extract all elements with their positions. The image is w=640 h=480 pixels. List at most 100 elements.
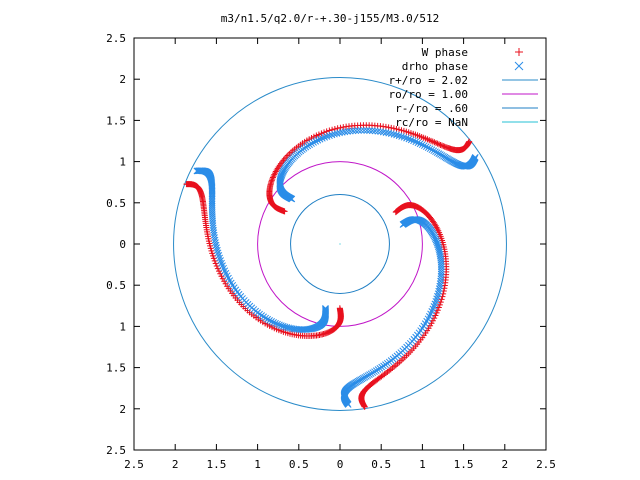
data-point — [326, 132, 333, 140]
data-point — [269, 175, 276, 182]
data-point — [395, 132, 403, 140]
data-point — [466, 138, 473, 145]
data-point — [438, 296, 445, 303]
data-point — [314, 136, 322, 144]
data-point — [318, 130, 325, 137]
data-point — [416, 140, 424, 148]
data-point — [435, 285, 443, 292]
data-point — [344, 128, 351, 135]
y-tick-label: 2.5 — [106, 32, 126, 45]
data-point — [437, 141, 444, 148]
data-point — [323, 133, 331, 140]
data-point — [312, 137, 320, 145]
data-point — [432, 148, 439, 156]
x-tick-label: 0.5 — [289, 458, 309, 471]
y-tick-label: 0.5 — [106, 279, 126, 292]
axes: 2.5 2 1.5 1 0.5 0 0.5 1 1.5 2 2.52.521.510.500.511… — [106, 32, 556, 471]
legend-label: r+/ro = 2.02 — [389, 74, 468, 87]
data-point — [361, 403, 368, 410]
legend-marker — [515, 48, 523, 56]
y-tick-label: 1.5 — [106, 362, 126, 375]
data-point — [333, 130, 341, 137]
data-point — [440, 143, 447, 150]
data-point — [363, 127, 371, 134]
data-point — [432, 312, 439, 319]
data-point — [436, 282, 444, 290]
data-point — [279, 322, 287, 330]
data-point — [436, 301, 443, 308]
y-tick-label: 1.5 — [106, 114, 126, 127]
data-point — [426, 145, 434, 153]
data-point — [471, 153, 479, 161]
data-point — [349, 127, 357, 135]
x-tick-label: 1.5 — [454, 458, 474, 471]
legend-marker — [514, 61, 524, 71]
data-point — [431, 315, 438, 322]
phase-spiral — [358, 202, 450, 410]
data-point — [437, 299, 444, 306]
data-point — [319, 134, 326, 142]
y-tick-label: 2 — [119, 73, 126, 86]
x-tick-label: 0.5 — [371, 458, 391, 471]
legend-label: drho phase — [402, 60, 468, 73]
data-point — [418, 141, 426, 149]
data-point — [398, 133, 405, 140]
data-point — [308, 140, 315, 147]
phase-spiral — [266, 122, 473, 215]
legend-label: rc/ro = NaN — [395, 116, 468, 129]
data-point — [371, 127, 379, 135]
data-point — [393, 125, 400, 132]
radius-circle — [290, 194, 390, 294]
data-point — [274, 320, 281, 328]
data-point — [346, 127, 354, 135]
data-point — [337, 124, 344, 131]
data-point — [276, 321, 283, 329]
data-point — [374, 127, 382, 135]
data-point — [407, 136, 415, 144]
data-point — [315, 131, 322, 138]
data-point — [316, 135, 324, 143]
data-point — [210, 252, 217, 259]
data-point — [321, 134, 329, 141]
data-point — [210, 255, 217, 262]
data-point — [304, 142, 312, 150]
data-point — [283, 323, 291, 331]
data-point — [382, 129, 390, 136]
data-point — [281, 323, 289, 331]
data-point — [385, 129, 393, 137]
x-tick-label: 2.5 — [536, 458, 556, 471]
x-tick-label: 0 — [337, 458, 344, 471]
legend-label: ro/ro = 1.00 — [389, 88, 468, 101]
data-point — [400, 133, 408, 141]
data-point — [313, 132, 320, 139]
data-point — [262, 314, 269, 322]
data-point — [221, 278, 228, 285]
x-tick-label: 2.5 — [124, 458, 144, 471]
data-point — [269, 174, 276, 181]
data-point — [266, 316, 273, 324]
data-point — [433, 309, 440, 316]
phase-spiral — [183, 181, 344, 340]
data-point — [331, 130, 338, 138]
data-point — [338, 129, 346, 136]
y-tick-label: 2 — [119, 403, 126, 416]
data-point — [214, 249, 222, 257]
data-point — [278, 322, 285, 329]
legend-label: W phase — [422, 46, 468, 59]
data-point — [310, 139, 317, 146]
data-point — [435, 287, 443, 295]
legend-label: r-/ro = .60 — [395, 102, 468, 115]
data-point — [410, 137, 417, 145]
data-point — [336, 129, 343, 137]
data-point — [341, 128, 349, 136]
data-point — [377, 128, 384, 136]
data-point — [270, 173, 277, 180]
data-point — [352, 127, 360, 135]
data-point — [193, 167, 201, 175]
radius-circle — [173, 77, 507, 411]
data-point — [360, 127, 368, 134]
data-point — [344, 401, 352, 408]
plot-area — [173, 77, 507, 411]
data-point — [430, 219, 437, 226]
data-point — [270, 319, 277, 326]
